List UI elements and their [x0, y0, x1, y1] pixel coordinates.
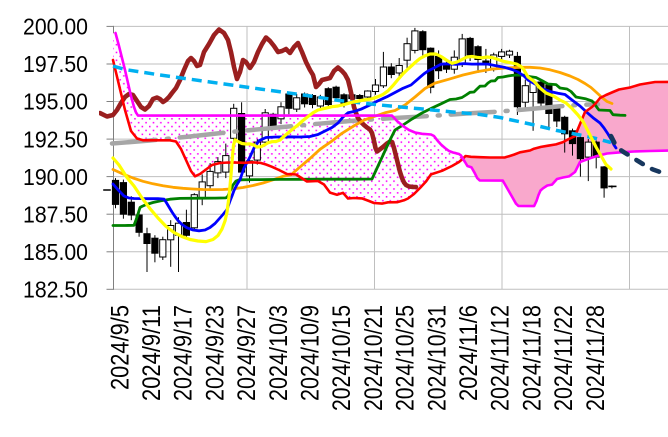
svg-text:2024/9/17: 2024/9/17: [170, 305, 198, 401]
svg-text:2024/9/11: 2024/9/11: [138, 305, 166, 401]
svg-text:2024/11/12: 2024/11/12: [487, 305, 515, 411]
svg-text:2024/10/9: 2024/10/9: [297, 305, 325, 401]
svg-text:2024/10/25: 2024/10/25: [392, 305, 420, 411]
svg-text:197.50: 197.50: [23, 51, 88, 77]
svg-text:182.50: 182.50: [23, 277, 88, 303]
svg-text:200.00: 200.00: [23, 14, 88, 40]
svg-text:185.00: 185.00: [23, 239, 88, 265]
svg-text:2024/9/27: 2024/9/27: [233, 305, 261, 401]
svg-text:2024/10/21: 2024/10/21: [360, 305, 388, 411]
svg-text:195.00: 195.00: [23, 89, 88, 115]
svg-text:2024/9/23: 2024/9/23: [201, 305, 229, 401]
svg-text:2024/11/28: 2024/11/28: [582, 305, 610, 411]
svg-text:2024/10/3: 2024/10/3: [265, 305, 293, 401]
svg-text:2024/10/31: 2024/10/31: [423, 305, 451, 411]
svg-text:2024/9/5: 2024/9/5: [106, 305, 134, 390]
svg-text:2024/11/22: 2024/11/22: [550, 305, 578, 411]
svg-text:192.50: 192.50: [23, 126, 88, 152]
svg-text:2024/10/15: 2024/10/15: [328, 305, 356, 411]
svg-text:190.00: 190.00: [23, 164, 88, 190]
svg-text:187.50: 187.50: [23, 201, 88, 227]
svg-text:2024/11/6: 2024/11/6: [455, 305, 483, 401]
svg-text:2024/11/18: 2024/11/18: [518, 305, 546, 411]
